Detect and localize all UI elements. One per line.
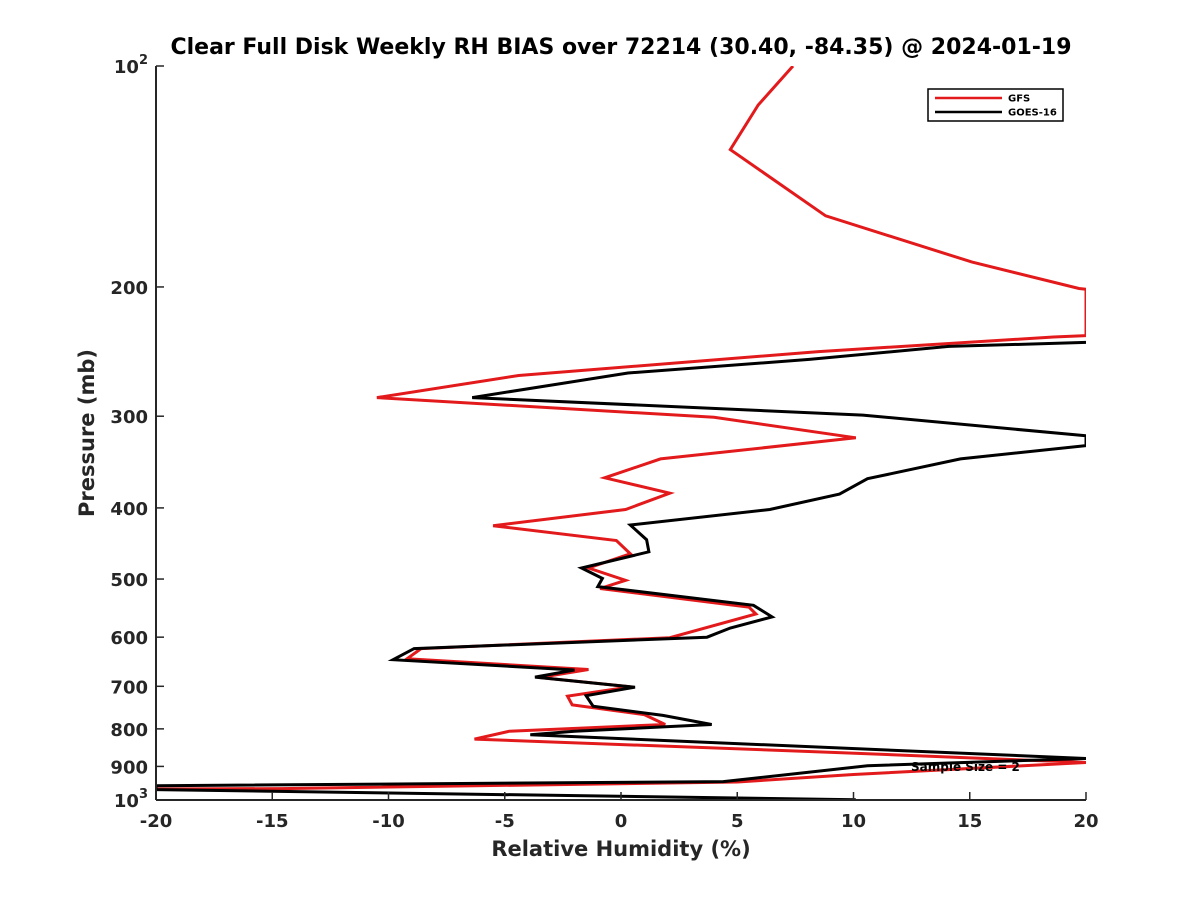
y-tick-label: 500 [110, 570, 148, 591]
legend-label-gfs: GFS [1008, 94, 1030, 105]
y-tick-label: 800 [110, 720, 148, 741]
chart-title: Clear Full Disk Weekly RH BIAS over 7221… [170, 35, 1071, 60]
y-tick-label: 900 [110, 757, 148, 778]
legend-box [927, 88, 1064, 122]
series-line-goes-16 [156, 340, 1086, 800]
series-layer [156, 66, 1086, 800]
y-tick-label: 103 [114, 787, 148, 812]
y-axis-label: Pressure (mb) [75, 349, 99, 517]
x-tick-label: -5 [495, 811, 515, 832]
x-axis-label: Relative Humidity (%) [491, 837, 750, 861]
y-tick-label: 102 [114, 53, 148, 78]
sample-size-annotation: Sample Size = 2 [911, 760, 1020, 774]
x-tick-label: 0 [615, 811, 628, 832]
y-tick-label: 300 [110, 407, 148, 428]
plot-background [156, 66, 1086, 800]
x-tick-label: 10 [841, 811, 866, 832]
x-tick-label: -20 [140, 811, 173, 832]
y-tick-label: 400 [110, 499, 148, 520]
x-tick-label: -15 [256, 811, 289, 832]
y-tick-label: 700 [110, 677, 148, 698]
x-tick-label: -10 [372, 811, 405, 832]
y-tick-label: 200 [110, 278, 148, 299]
x-ticks: -20 -15 -10 -5 0 5 10 15 20 [140, 792, 1099, 832]
legend-label-goes-16: GOES-16 [1008, 108, 1057, 119]
y-tick-label: 600 [110, 628, 148, 649]
plot-area: -20 -15 -10 -5 0 5 10 15 20 102 200 300 400 500 600 70… [110, 53, 1098, 832]
y-ticks: 102 200 300 400 500 600 700 800 900 103 [110, 53, 164, 812]
x-tick-label: 20 [1073, 811, 1098, 832]
x-tick-label: 15 [957, 811, 982, 832]
x-tick-label: 5 [731, 811, 744, 832]
legend: GFS GOES-16 [927, 88, 1064, 122]
series-line-gfs [156, 66, 1086, 791]
